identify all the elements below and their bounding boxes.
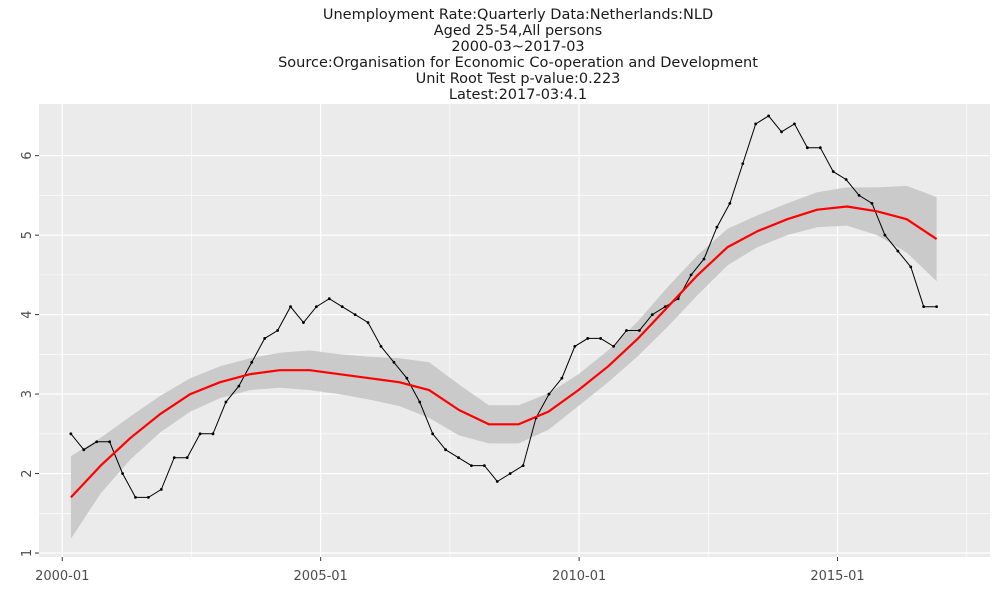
data-point (198, 432, 202, 436)
data-point (146, 495, 150, 499)
data-point (805, 146, 809, 150)
data-point (922, 305, 926, 309)
data-point (495, 480, 499, 483)
data-point (353, 313, 357, 317)
data-point (521, 464, 525, 468)
data-point (625, 329, 628, 332)
data-point (650, 313, 654, 317)
y-axis-labels: 1 2 3 4 5 6 (20, 152, 35, 558)
y-tick-label: 4 (20, 310, 35, 318)
unemployment-series (69, 114, 938, 499)
data-point (702, 257, 706, 261)
axis-ticks (35, 155, 839, 561)
data-point (470, 464, 473, 468)
data-point (818, 146, 822, 150)
data-point (767, 114, 771, 118)
data-point (379, 344, 383, 348)
data-point (95, 440, 99, 444)
series-line (70, 115, 937, 498)
data-point (508, 472, 512, 475)
y-tick-label: 5 (20, 231, 35, 239)
x-tick-label: 2005-01 (294, 569, 348, 584)
data-point (896, 249, 900, 253)
data-point (159, 488, 163, 491)
y-tick-label: 2 (20, 469, 35, 477)
confidence-band (70, 185, 937, 539)
data-point (612, 344, 615, 348)
data-point (302, 321, 305, 324)
data-point (909, 265, 913, 269)
data-point (405, 376, 409, 380)
data-point (250, 360, 254, 364)
data-point (689, 273, 693, 277)
chart-title: Unemployment Rate:Quarterly Data:Netherl… (278, 7, 758, 103)
data-point (69, 432, 73, 436)
data-point (935, 305, 938, 309)
data-point (638, 329, 641, 332)
data-point (780, 130, 783, 134)
data-point (444, 448, 447, 452)
title-line-2: Aged 25-54,All persons (434, 23, 602, 39)
data-point (327, 297, 331, 301)
data-point (431, 432, 435, 436)
data-point (560, 376, 564, 380)
data-point (121, 472, 124, 475)
data-point (276, 329, 280, 332)
plot-panel (39, 104, 990, 557)
data-point (263, 337, 267, 340)
data-point (172, 456, 176, 460)
y-tick-label: 1 (20, 549, 35, 557)
data-point (211, 432, 215, 436)
data-point (870, 201, 874, 205)
title-line-4: Source:Organisation for Economic Co-oper… (278, 55, 758, 71)
data-point (134, 495, 137, 499)
confidence-band-area (70, 185, 937, 539)
data-point (573, 344, 577, 348)
y-tick-label: 3 (20, 390, 35, 398)
data-point (754, 122, 758, 126)
x-tick-label: 2010-01 (552, 569, 606, 584)
data-point (340, 305, 344, 309)
x-tick-label: 2000-01 (35, 569, 89, 584)
data-point (547, 392, 551, 396)
x-axis-labels: 2000-01 2005-01 2010-01 2015-01 (35, 569, 865, 584)
data-point (237, 384, 241, 388)
data-point (418, 400, 422, 404)
data-point (599, 337, 603, 340)
data-point (831, 170, 835, 173)
data-point (844, 178, 848, 181)
data-point (366, 321, 370, 324)
data-point (185, 456, 189, 460)
title-line-3: 2000-03~2017-03 (451, 39, 584, 55)
data-point (108, 440, 112, 444)
grid-minor (39, 104, 990, 557)
data-point (741, 162, 745, 166)
data-point (224, 400, 228, 404)
title-line-5: Unit Root Test p-value:0.223 (416, 71, 621, 87)
data-point (314, 305, 318, 309)
data-point (793, 122, 796, 126)
data-point (728, 201, 732, 205)
smooth-line (70, 205, 938, 499)
smooth-trend (70, 205, 938, 499)
data-point (457, 456, 460, 460)
title-line-1: Unemployment Rate:Quarterly Data:Netherl… (323, 7, 713, 23)
data-point (883, 233, 887, 237)
data-point (715, 225, 719, 229)
title-line-6: Latest:2017-03:4.1 (449, 87, 587, 103)
data-point (857, 193, 861, 197)
data-point (482, 464, 486, 468)
y-tick-label: 6 (20, 152, 35, 160)
x-tick-label: 2015-01 (810, 569, 864, 584)
data-point (82, 448, 86, 452)
data-point (586, 337, 590, 340)
data-point (392, 360, 396, 364)
data-point (289, 305, 292, 309)
